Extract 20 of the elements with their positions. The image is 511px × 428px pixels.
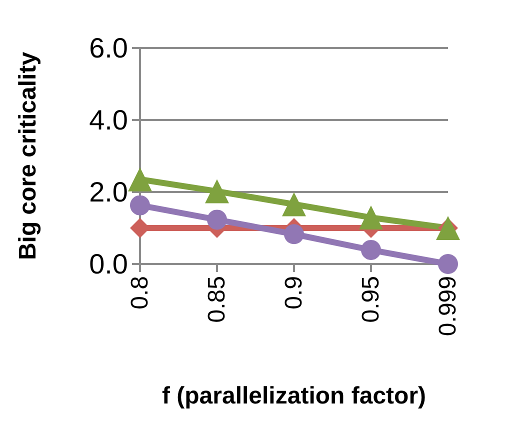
point xyxy=(282,192,306,216)
y-axis-title: Big core criticality xyxy=(14,51,42,260)
point xyxy=(359,206,383,230)
y-tick-label: 0.0 xyxy=(89,248,128,280)
x-tick-label: 0.8 xyxy=(126,276,154,310)
x-tick-label: 0.95 xyxy=(358,276,384,323)
point xyxy=(361,240,381,260)
x-tick-label: 0.999 xyxy=(434,276,462,336)
point xyxy=(284,224,304,244)
point xyxy=(438,254,458,274)
y-tick-label: 2.0 xyxy=(89,176,128,208)
x-tick-label: 0.9 xyxy=(280,276,308,310)
y-tick-label: 6.0 xyxy=(89,32,128,64)
y-tick-label: 4.0 xyxy=(89,104,128,136)
x-axis-title: f (parallelization factor) xyxy=(162,382,426,410)
point xyxy=(205,179,229,204)
point xyxy=(130,195,150,216)
point xyxy=(128,167,152,192)
x-tick-label: 0.85 xyxy=(204,276,230,323)
point xyxy=(207,210,227,230)
